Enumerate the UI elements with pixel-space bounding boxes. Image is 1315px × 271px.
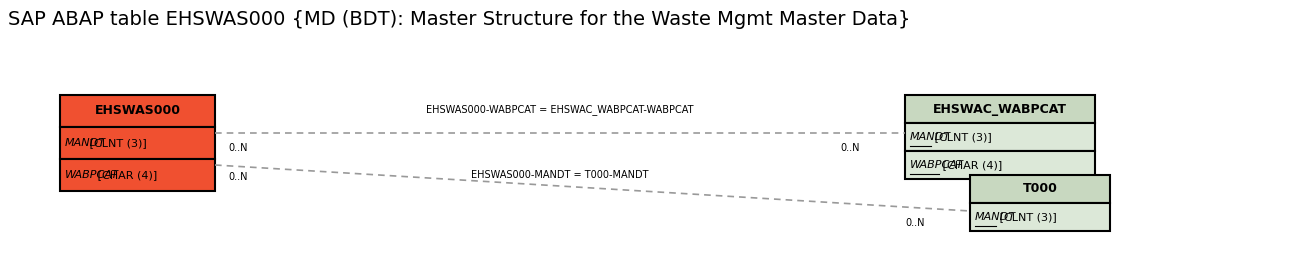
Text: [CHAR (4)]: [CHAR (4)] — [939, 160, 1002, 170]
Text: EHSWAS000-WABPCAT = EHSWAC_WABPCAT-WABPCAT: EHSWAS000-WABPCAT = EHSWAC_WABPCAT-WABPC… — [426, 105, 694, 115]
Text: WABPCAT: WABPCAT — [64, 170, 118, 180]
Text: 0..N: 0..N — [906, 218, 924, 228]
Text: MANDT: MANDT — [910, 132, 951, 142]
Bar — [60, 159, 214, 191]
Text: [CLNT (3)]: [CLNT (3)] — [931, 132, 992, 142]
Text: 0..N: 0..N — [227, 172, 247, 182]
Bar — [905, 123, 1095, 151]
Text: [CHAR (4)]: [CHAR (4)] — [95, 170, 158, 180]
Text: SAP ABAP table EHSWAS000 {MD (BDT): Master Structure for the Waste Mgmt Master D: SAP ABAP table EHSWAS000 {MD (BDT): Mast… — [8, 10, 910, 29]
Text: 0..N: 0..N — [227, 143, 247, 153]
Bar — [970, 175, 1110, 203]
Text: MANDT: MANDT — [64, 138, 107, 148]
Text: MANDT: MANDT — [974, 212, 1016, 222]
Text: 0..N: 0..N — [840, 143, 860, 153]
Text: EHSWAC_WABPCAT: EHSWAC_WABPCAT — [934, 102, 1066, 115]
Bar — [60, 95, 214, 127]
Bar — [905, 151, 1095, 179]
Text: [CLNT (3)]: [CLNT (3)] — [85, 138, 146, 148]
Bar — [970, 203, 1110, 231]
Bar — [60, 127, 214, 159]
Text: T000: T000 — [1023, 182, 1057, 195]
Bar — [905, 95, 1095, 123]
Text: WABPCAT: WABPCAT — [910, 160, 964, 170]
Text: [CLNT (3)]: [CLNT (3)] — [995, 212, 1056, 222]
Text: EHSWAS000: EHSWAS000 — [95, 105, 180, 118]
Text: EHSWAS000-MANDT = T000-MANDT: EHSWAS000-MANDT = T000-MANDT — [471, 170, 648, 180]
